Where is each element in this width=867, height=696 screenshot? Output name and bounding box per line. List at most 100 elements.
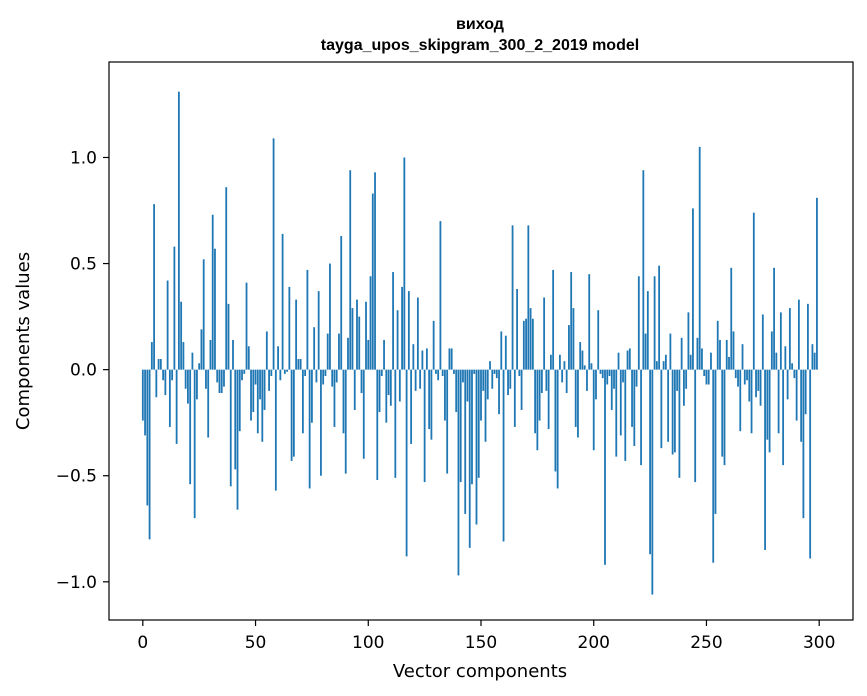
bar [644, 333, 647, 370]
bar [356, 299, 358, 370]
bar [669, 333, 672, 370]
bar [389, 369, 392, 406]
bar [385, 369, 388, 423]
bar [631, 369, 633, 427]
bar [288, 286, 291, 370]
bar [651, 369, 654, 595]
bar [777, 369, 780, 434]
bar [234, 369, 237, 470]
bar [493, 369, 496, 374]
bar [730, 267, 733, 370]
bar [701, 348, 703, 370]
bar [274, 369, 277, 491]
bar [299, 359, 302, 370]
bar [184, 369, 187, 389]
bar [653, 276, 656, 370]
bar [565, 369, 568, 393]
bar [687, 312, 690, 370]
bar [608, 369, 611, 377]
bar [613, 369, 615, 389]
bar [752, 212, 755, 370]
bar [624, 369, 627, 461]
bar [466, 369, 469, 402]
bar [171, 369, 174, 381]
bar [764, 369, 766, 550]
bar [561, 369, 564, 383]
bar [527, 225, 530, 370]
bar [671, 369, 674, 455]
bar [435, 369, 437, 374]
bar [353, 369, 356, 410]
y-tick-label: 0.0 [70, 361, 97, 381]
bar [676, 369, 679, 391]
bar [410, 369, 413, 444]
bar [365, 301, 367, 370]
bar [229, 369, 232, 487]
bar [146, 369, 149, 506]
bar [263, 369, 266, 410]
bar [313, 327, 316, 370]
bar [358, 316, 361, 370]
bar [283, 369, 286, 374]
bar [281, 233, 284, 370]
bar [464, 369, 467, 514]
bar [360, 369, 363, 393]
bar [311, 369, 313, 423]
bar [529, 308, 532, 370]
bar [563, 361, 566, 370]
bar [525, 318, 527, 370]
bar [782, 369, 785, 466]
y-tick-label: −0.5 [56, 467, 97, 487]
bar [455, 369, 458, 413]
bar [696, 337, 699, 370]
bar [554, 369, 557, 472]
bar [245, 282, 248, 370]
bar [504, 335, 507, 370]
bar [175, 369, 178, 444]
bar [795, 369, 798, 421]
bar [579, 342, 582, 370]
bar [716, 320, 719, 370]
bar [802, 369, 805, 519]
bar [678, 369, 681, 478]
bar [775, 352, 778, 370]
bar [380, 369, 383, 377]
bar [252, 369, 255, 413]
bar [141, 369, 144, 421]
bar [272, 138, 275, 370]
bar [662, 361, 665, 370]
bar [450, 348, 453, 370]
bar [236, 369, 239, 510]
bar [746, 369, 748, 381]
bar [232, 339, 234, 370]
bar [773, 267, 775, 370]
bar [658, 265, 661, 370]
bar [552, 269, 555, 370]
bar [538, 369, 541, 421]
bar [177, 91, 180, 370]
bar [498, 369, 500, 415]
bar [198, 363, 201, 370]
bar [243, 369, 246, 374]
bar [549, 354, 552, 370]
bar [241, 369, 243, 381]
bar [387, 369, 390, 396]
bar [200, 329, 203, 370]
bar [297, 359, 300, 370]
bar [534, 369, 537, 434]
bar [784, 346, 787, 370]
bar [721, 369, 724, 457]
bar [315, 369, 318, 383]
bar [423, 369, 426, 483]
bar [416, 297, 419, 370]
bar [743, 369, 746, 385]
bar [590, 363, 593, 370]
bar [807, 303, 809, 370]
bar [407, 291, 410, 370]
bar [502, 369, 505, 542]
bar [306, 269, 309, 370]
bar [331, 369, 334, 387]
bar [166, 280, 169, 370]
bar [329, 263, 331, 370]
